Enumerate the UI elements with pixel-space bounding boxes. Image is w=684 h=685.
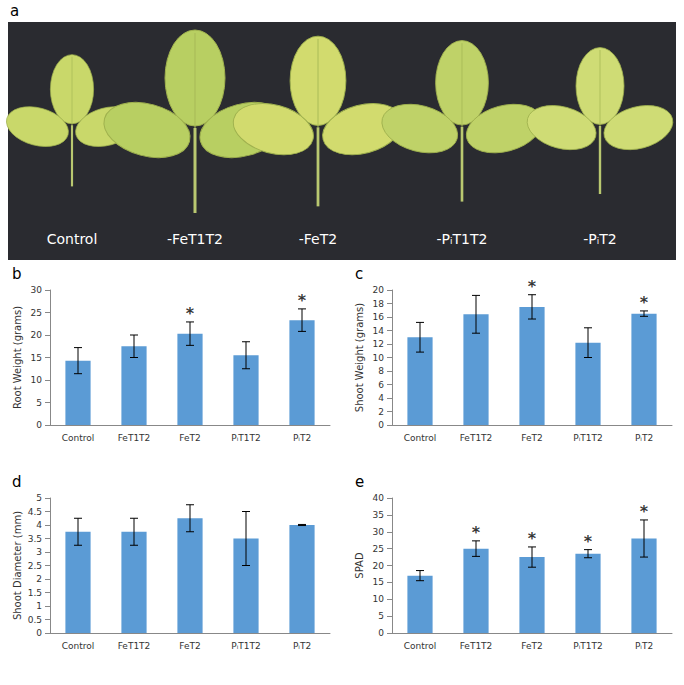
svg-text:PᵢT2: PᵢT2 [293, 641, 311, 651]
svg-text:Control: Control [47, 231, 98, 247]
svg-text:3.5: 3.5 [28, 534, 42, 544]
svg-text:e: e [355, 473, 364, 491]
svg-text:15: 15 [373, 577, 384, 587]
svg-text:5: 5 [378, 611, 384, 621]
svg-text:Shoot Weight (grams): Shoot Weight (grams) [354, 303, 365, 412]
svg-text:PᵢT2: PᵢT2 [293, 433, 311, 443]
svg-text:*: * [528, 277, 537, 296]
svg-text:Root Weight (grams): Root Weight (grams) [12, 306, 23, 409]
svg-text:FeT1T2: FeT1T2 [118, 433, 151, 443]
svg-text:4.5: 4.5 [28, 507, 42, 517]
svg-text:18: 18 [373, 299, 385, 309]
svg-text:Control: Control [62, 641, 95, 651]
svg-text:0: 0 [36, 420, 42, 430]
svg-text:FeT2: FeT2 [521, 433, 542, 443]
svg-text:*: * [472, 523, 481, 542]
svg-text:4: 4 [378, 393, 384, 403]
svg-text:Shoot Diameter (mm): Shoot Diameter (mm) [12, 511, 23, 620]
svg-text:1: 1 [36, 601, 42, 611]
svg-text:0.5: 0.5 [28, 615, 42, 625]
svg-text:2: 2 [36, 574, 42, 584]
svg-text:-FeT1T2: -FeT1T2 [167, 231, 223, 247]
svg-text:Control: Control [404, 641, 437, 651]
svg-text:14: 14 [373, 326, 385, 336]
svg-text:-PᵢT1T2: -PᵢT1T2 [437, 231, 488, 247]
svg-text:FeT2: FeT2 [179, 433, 200, 443]
svg-text:25: 25 [31, 308, 42, 318]
svg-text:d: d [12, 473, 22, 491]
svg-text:PᵢT2: PᵢT2 [635, 641, 653, 651]
svg-text:12: 12 [373, 339, 384, 349]
svg-text:*: * [298, 291, 307, 310]
svg-text:20: 20 [373, 561, 385, 571]
svg-text:6: 6 [378, 380, 384, 390]
svg-text:PᵢT1T2: PᵢT1T2 [573, 641, 602, 651]
svg-text:FeT1T2: FeT1T2 [460, 433, 493, 443]
svg-text:-PᵢT2: -PᵢT2 [583, 231, 616, 247]
svg-text:FeT2: FeT2 [521, 641, 542, 651]
svg-text:1.5: 1.5 [28, 588, 42, 598]
svg-text:FeT1T2: FeT1T2 [118, 641, 151, 651]
svg-text:Control: Control [404, 433, 437, 443]
svg-text:15: 15 [31, 353, 42, 363]
svg-text:PᵢT1T2: PᵢT1T2 [231, 433, 260, 443]
svg-text:PᵢT2: PᵢT2 [635, 433, 653, 443]
svg-text:*: * [584, 532, 593, 551]
svg-text:30: 30 [373, 527, 385, 537]
svg-text:8: 8 [378, 366, 384, 376]
svg-text:FeT1T2: FeT1T2 [460, 641, 493, 651]
svg-text:0: 0 [36, 628, 42, 638]
svg-text:a: a [10, 2, 19, 20]
svg-text:*: * [186, 304, 195, 323]
svg-text:16: 16 [373, 312, 385, 322]
svg-text:5: 5 [36, 493, 42, 503]
svg-text:-FeT2: -FeT2 [299, 231, 337, 247]
svg-text:25: 25 [373, 544, 384, 554]
svg-text:10: 10 [373, 353, 385, 363]
svg-text:c: c [355, 265, 363, 283]
svg-text:SPAD: SPAD [354, 552, 365, 579]
svg-text:20: 20 [31, 330, 43, 340]
svg-text:b: b [12, 265, 22, 283]
svg-text:10: 10 [373, 594, 385, 604]
svg-text:20: 20 [373, 285, 385, 295]
svg-text:*: * [528, 529, 537, 548]
svg-text:0: 0 [378, 420, 384, 430]
svg-text:2: 2 [378, 407, 384, 417]
svg-text:4: 4 [36, 520, 42, 530]
svg-text:10: 10 [31, 375, 43, 385]
svg-text:FeT2: FeT2 [179, 641, 200, 651]
svg-text:*: * [640, 293, 649, 312]
svg-text:PᵢT1T2: PᵢT1T2 [231, 641, 260, 651]
svg-text:2.5: 2.5 [28, 561, 42, 571]
svg-text:35: 35 [373, 510, 384, 520]
svg-text:*: * [640, 502, 649, 521]
svg-text:0: 0 [378, 628, 384, 638]
svg-text:Control: Control [62, 433, 95, 443]
svg-text:PᵢT1T2: PᵢT1T2 [573, 433, 602, 443]
svg-text:3: 3 [36, 547, 42, 557]
svg-text:30: 30 [31, 285, 43, 295]
svg-text:40: 40 [373, 493, 385, 503]
svg-text:5: 5 [36, 398, 42, 408]
